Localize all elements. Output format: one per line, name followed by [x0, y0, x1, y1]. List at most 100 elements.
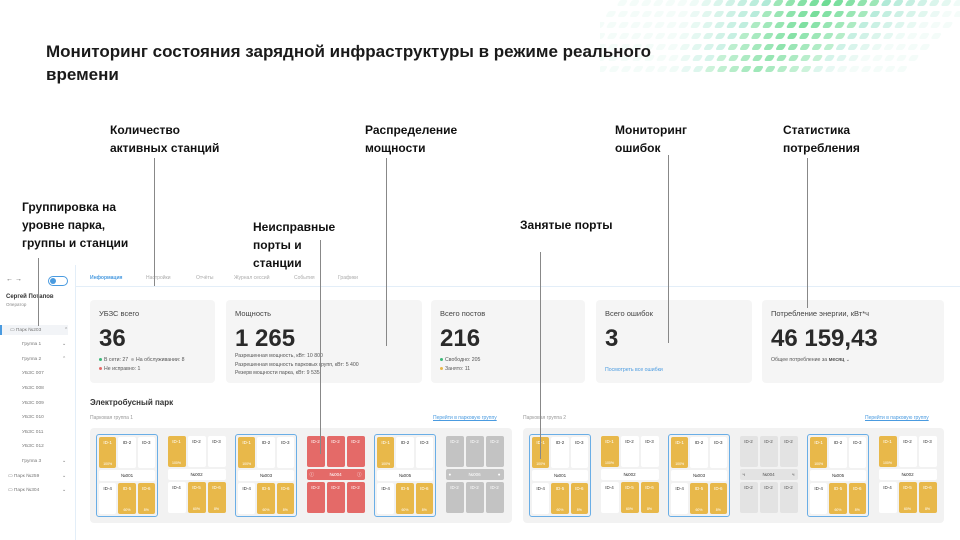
port[interactable]: ID-2 [465, 482, 484, 513]
port[interactable]: ID-2 [485, 436, 504, 467]
tab-5[interactable]: Графики [338, 275, 358, 281]
sidebar-item[interactable]: УБЗС 007 [22, 369, 66, 379]
port[interactable]: ID-2 [326, 482, 345, 513]
port[interactable]: ID-2 [187, 436, 206, 467]
port[interactable]: ID-2 [445, 436, 464, 467]
sidebar-item[interactable]: УБЗС 008 [22, 383, 66, 393]
sidebar-item[interactable]: УБЗС 012 [22, 442, 66, 452]
port[interactable]: ID-2 [739, 482, 758, 513]
sidebar-item[interactable]: Группа 1 ⌄ [22, 340, 66, 350]
port[interactable]: ID-2 [346, 436, 365, 467]
port[interactable]: ID-4 [99, 483, 117, 514]
tab-1[interactable]: Настройки [146, 275, 171, 281]
port[interactable]: ID-2 [396, 437, 414, 468]
view-all-errors-link[interactable]: Посмотреть все ошибки [605, 367, 663, 373]
port[interactable]: ID-6 8% [276, 483, 294, 514]
port[interactable]: ID-3 [709, 437, 727, 468]
port[interactable]: ID-2 [465, 436, 484, 467]
port[interactable]: ID-6 8% [918, 482, 937, 513]
tab-4[interactable]: События [294, 275, 315, 281]
port[interactable]: ID-5 60% [551, 483, 569, 514]
station-card[interactable]: ID-1 100% ID-2 ID-3 №003 ID-4 ID-5 60% ID-6 8% [668, 434, 730, 517]
sidebar-item[interactable]: ▭ Парк №203 ⌃ [0, 325, 68, 335]
sidebar-item[interactable]: Группа 3 ⌄ [22, 456, 66, 466]
port[interactable]: ID-2 [759, 436, 778, 467]
sidebar-item[interactable]: ▭ Парк №259 ⌄ [8, 471, 66, 481]
port[interactable]: ID-4 [878, 482, 897, 513]
port[interactable]: ID-3 [640, 436, 659, 467]
port[interactable]: ID-5 60% [118, 483, 136, 514]
port[interactable]: ID-4 [600, 482, 619, 513]
port[interactable]: ID-2 [346, 482, 365, 513]
sidebar-item[interactable]: УБЗС 010 [22, 413, 66, 423]
port[interactable]: ID-2 [306, 482, 325, 513]
port[interactable]: ID-3 [276, 437, 294, 468]
port[interactable]: ID-5 60% [829, 483, 847, 514]
station-card[interactable]: ID-1 100% ID-2 ID-3 №003 ID-4 ID-5 60% ID-6 8% [235, 434, 297, 517]
port[interactable]: ID-6 8% [415, 483, 433, 514]
port[interactable]: ID-2 [551, 437, 569, 468]
go-to-group-link[interactable]: Перейти в парковую группу [865, 415, 929, 421]
port[interactable]: ID-2 [306, 436, 325, 467]
port[interactable]: ID-3 [137, 437, 155, 468]
port[interactable]: ID-3 [918, 436, 937, 467]
forward-button[interactable]: → [14, 276, 22, 283]
sidebar-item[interactable]: УБЗС 011 [22, 427, 66, 437]
port[interactable]: ID-5 60% [898, 482, 917, 513]
port[interactable]: ID-4 [238, 483, 256, 514]
chevron-down-icon[interactable]: ⌄ [845, 357, 851, 363]
port[interactable]: ID-4 [671, 483, 689, 514]
port[interactable]: ID-3 [570, 437, 588, 468]
port[interactable]: ID-1 100% [238, 437, 256, 468]
port[interactable]: ID-3 [848, 437, 866, 468]
go-to-group-link[interactable]: Перейти в парковую группу [433, 415, 497, 421]
port[interactable]: ID-5 60% [620, 482, 639, 513]
station-card[interactable]: ID-2 ID-2 ID-2 ● №006 ● ID-2 ID-2 ID-2 [444, 434, 506, 517]
tab-2[interactable]: Отчёты [196, 275, 214, 281]
port[interactable]: ID-1 100% [671, 437, 689, 468]
port[interactable]: ID-6 8% [640, 482, 659, 513]
port[interactable]: ID-6 8% [570, 483, 588, 514]
station-card[interactable]: ID-2 ID-2 ID-2 ⓘ №004 ⓘ ID-2 ID-2 ID-2 [305, 434, 367, 517]
port[interactable]: ID-2 [759, 482, 778, 513]
port[interactable]: ID-4 [810, 483, 828, 514]
port[interactable]: ID-5 60% [257, 483, 275, 514]
port[interactable]: ID-5 60% [396, 483, 414, 514]
port[interactable]: ID-2 [898, 436, 917, 467]
chevron-icon[interactable]: ⌄ [61, 342, 66, 348]
port[interactable]: ID-2 [445, 482, 464, 513]
port[interactable]: ID-3 [415, 437, 433, 468]
port[interactable]: ID-4 [532, 483, 550, 514]
station-card[interactable]: ID-2 ID-2 ID-2 ч №004 ч ID-2 ID-2 ID-2 [738, 434, 800, 517]
sidebar-item[interactable]: ▭ Парк №304 ⌄ [8, 486, 66, 496]
port[interactable]: ID-2 [690, 437, 708, 468]
port[interactable]: ID-1 100% [99, 437, 117, 468]
port[interactable]: ID-1 100% [600, 436, 619, 467]
tab-0[interactable]: Информация [90, 275, 123, 281]
port[interactable]: ID-2 [739, 436, 758, 467]
port[interactable]: ID-2 [829, 437, 847, 468]
chevron-icon[interactable]: ⌄ [61, 458, 66, 464]
period-select[interactable]: месяц [828, 357, 845, 363]
port[interactable]: ID-2 [257, 437, 275, 468]
port[interactable]: ID-1 100% [377, 437, 395, 468]
port[interactable]: ID-6 8% [709, 483, 727, 514]
back-button[interactable]: ← [6, 276, 13, 283]
chevron-icon[interactable]: ⌃ [63, 327, 68, 333]
chevron-icon[interactable]: ⌄ [61, 473, 66, 479]
port[interactable]: ID-2 [118, 437, 136, 468]
port[interactable]: ID-2 [485, 482, 504, 513]
port[interactable]: ID-2 [779, 436, 798, 467]
port[interactable]: ID-2 [779, 482, 798, 513]
port[interactable]: ID-1 100% [167, 436, 186, 467]
port[interactable]: ID-2 [620, 436, 639, 467]
port[interactable]: ID-3 [207, 436, 226, 467]
station-card[interactable]: ID-1 100% ID-2 ID-3 №005 ID-4 ID-5 60% ID-6 8% [374, 434, 436, 517]
port[interactable]: ID-5 60% [690, 483, 708, 514]
port[interactable]: ID-6 8% [207, 482, 226, 513]
sidebar-item[interactable]: Группа 2 ⌃ [22, 354, 66, 364]
port[interactable]: ID-4 [377, 483, 395, 514]
station-card[interactable]: ID-1 100% ID-2 ID-3 №002 ID-4 ID-5 60% ID-6 8% [877, 434, 939, 517]
